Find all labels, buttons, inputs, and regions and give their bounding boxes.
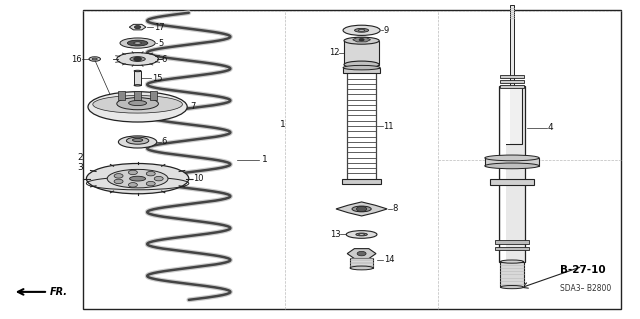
Ellipse shape <box>93 95 182 113</box>
Bar <box>504 86 510 144</box>
Text: 11: 11 <box>383 122 394 130</box>
Text: 14: 14 <box>384 256 394 264</box>
Bar <box>343 68 380 73</box>
Polygon shape <box>347 249 376 259</box>
Circle shape <box>114 174 123 178</box>
Ellipse shape <box>134 42 141 44</box>
Ellipse shape <box>358 29 365 31</box>
Text: 15: 15 <box>152 74 162 83</box>
Ellipse shape <box>350 266 373 270</box>
Ellipse shape <box>346 231 377 238</box>
Ellipse shape <box>500 260 524 263</box>
Bar <box>501 86 506 262</box>
Text: 12: 12 <box>329 48 339 57</box>
Bar <box>499 86 525 262</box>
Ellipse shape <box>107 169 168 188</box>
Ellipse shape <box>120 38 155 48</box>
Text: 8: 8 <box>392 204 397 213</box>
Ellipse shape <box>127 40 148 46</box>
Bar <box>350 258 373 268</box>
Polygon shape <box>353 38 371 42</box>
Ellipse shape <box>134 70 141 72</box>
Text: 6: 6 <box>161 55 166 63</box>
Ellipse shape <box>344 37 379 44</box>
Bar <box>500 262 524 287</box>
Bar <box>83 10 621 309</box>
Bar <box>500 80 524 83</box>
Text: 7: 7 <box>191 102 196 111</box>
Ellipse shape <box>485 155 540 161</box>
Circle shape <box>147 182 156 186</box>
Ellipse shape <box>89 57 100 61</box>
Circle shape <box>154 176 163 181</box>
Ellipse shape <box>92 58 97 60</box>
Ellipse shape <box>127 137 148 144</box>
Bar <box>344 41 380 64</box>
Text: B-27-10: B-27-10 <box>560 264 605 275</box>
Text: 1: 1 <box>262 155 268 164</box>
Polygon shape <box>336 202 387 216</box>
Ellipse shape <box>344 61 379 68</box>
Circle shape <box>357 251 366 256</box>
Bar <box>342 179 381 184</box>
Ellipse shape <box>132 138 143 142</box>
Text: 16: 16 <box>71 55 82 63</box>
Text: SDA3– B2800: SDA3– B2800 <box>560 284 611 293</box>
Text: 9: 9 <box>383 26 388 35</box>
Text: FR.: FR. <box>50 287 68 297</box>
Ellipse shape <box>485 163 540 169</box>
Polygon shape <box>129 24 146 30</box>
Text: 13: 13 <box>330 230 340 239</box>
Ellipse shape <box>134 85 141 86</box>
Text: 1: 1 <box>280 120 286 129</box>
Ellipse shape <box>500 286 524 289</box>
Text: 6: 6 <box>161 137 166 146</box>
Circle shape <box>114 179 123 184</box>
Text: 17: 17 <box>154 23 164 32</box>
Text: 10: 10 <box>193 174 204 183</box>
Bar <box>500 85 524 88</box>
Ellipse shape <box>116 53 159 65</box>
Ellipse shape <box>343 25 380 35</box>
Ellipse shape <box>88 92 188 122</box>
Bar <box>134 71 141 85</box>
Ellipse shape <box>130 57 145 62</box>
Circle shape <box>359 39 364 41</box>
Ellipse shape <box>358 234 365 235</box>
Bar <box>510 5 514 86</box>
Bar <box>495 240 529 244</box>
Ellipse shape <box>343 65 380 70</box>
Bar <box>485 158 540 166</box>
Ellipse shape <box>129 100 147 106</box>
Bar <box>495 247 529 250</box>
Ellipse shape <box>352 206 371 212</box>
Bar <box>490 179 534 185</box>
Bar <box>502 86 522 144</box>
Ellipse shape <box>116 98 159 110</box>
Circle shape <box>129 182 138 187</box>
Circle shape <box>129 170 138 175</box>
Ellipse shape <box>355 28 369 32</box>
Ellipse shape <box>129 176 146 181</box>
Ellipse shape <box>356 233 367 236</box>
Circle shape <box>134 26 141 29</box>
Circle shape <box>147 171 156 176</box>
Bar <box>118 91 125 100</box>
Text: 5: 5 <box>158 39 163 48</box>
Bar <box>150 91 157 100</box>
Bar <box>134 91 141 100</box>
Text: 4: 4 <box>547 123 553 132</box>
Circle shape <box>134 57 141 61</box>
Ellipse shape <box>86 163 189 194</box>
Text: 3: 3 <box>77 163 83 172</box>
Circle shape <box>356 206 367 211</box>
Ellipse shape <box>118 136 157 148</box>
Text: 2: 2 <box>77 153 83 162</box>
Bar <box>500 75 524 78</box>
